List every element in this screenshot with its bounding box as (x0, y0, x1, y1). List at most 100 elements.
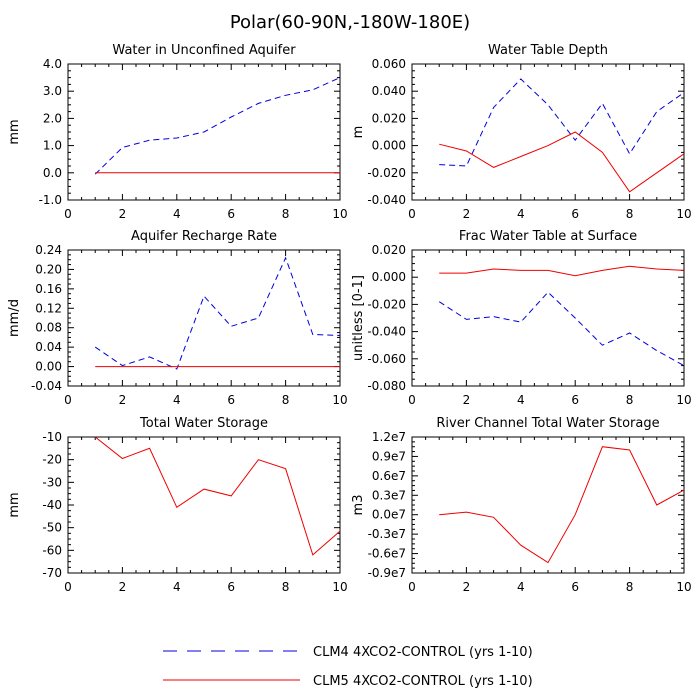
x-tick-label: 4 (517, 207, 525, 221)
clm5-series-line (439, 131, 685, 193)
panel-3: Aquifer Recharge Rate mm/d 0 2 4 6 8 10 -0.04 0.0… (7, 229, 348, 407)
y-axis-label: m3 (351, 495, 366, 516)
x-tick-label: 0 (64, 393, 72, 407)
y-tick-label: -0.080 (367, 379, 406, 393)
x-tick-label: 10 (332, 207, 347, 221)
y-tick-label: -70 (42, 566, 62, 580)
x-tick-label: 10 (332, 580, 347, 594)
y-tick-label: -0.060 (367, 352, 406, 366)
y-tick-label: 0.24 (35, 243, 62, 257)
y-tick-label: -0.020 (367, 297, 406, 311)
panel-title: Water Table Depth (488, 43, 608, 58)
y-tick-label: -0.04 (31, 379, 62, 393)
x-tick-label: 10 (676, 207, 691, 221)
x-tick-label: 8 (282, 207, 290, 221)
x-tick-label: 10 (676, 393, 691, 407)
y-tick-label: 0.04 (35, 340, 62, 354)
panel-1: Water in Unconfined Aquifer mm 0 2 4 6 8 10 -1.0… (7, 43, 348, 221)
panel-title: Total Water Storage (139, 416, 268, 431)
panel-4: Frac Water Table at Surface unitless [0-1… (351, 229, 692, 407)
y-tick-label: -0.9e7 (368, 566, 406, 580)
x-tick-label: 10 (676, 580, 691, 594)
x-tick-label: 4 (517, 393, 525, 407)
legend: CLM4 4XCO2-CONTROL (yrs 1-10) CLM5 4XCO2-… (163, 645, 533, 689)
clm5-series-line (439, 265, 685, 277)
y-axis-label: unitless [0-1] (351, 275, 366, 361)
clm4-series-line (439, 78, 685, 167)
y-tick-label: -50 (42, 521, 62, 535)
clm4-series-line (94, 256, 341, 370)
y-tick-label: 0.020 (372, 111, 406, 125)
panel-2: Water Table Depth m 0 2 4 6 8 10 -0.040 -0.020 0.0… (351, 43, 692, 221)
y-axis-label: m (351, 126, 366, 139)
clm5-series-line (439, 446, 685, 564)
plot-frame (411, 436, 685, 574)
y-tick-label: -1.0 (39, 193, 62, 207)
x-tick-label: 6 (571, 580, 579, 594)
y-tick-label: 0.060 (372, 57, 406, 71)
clm4-series-line (438, 291, 685, 367)
y-tick-label: 0.6e7 (372, 469, 406, 483)
panels: Water in Unconfined Aquifer mm 0 2 4 6 8 10 -1.0… (7, 43, 692, 594)
y-tick-label: 0.000 (372, 270, 406, 284)
x-tick-label: 4 (173, 393, 181, 407)
x-tick-label: 4 (173, 207, 181, 221)
x-tick-label: 0 (64, 207, 72, 221)
x-tick-label: 8 (626, 207, 634, 221)
y-axis-label: mm/d (7, 299, 22, 337)
plot-frame (67, 436, 341, 574)
panel-6: River Channel Total Water Storage m3 0 2 4 6 8… (351, 416, 692, 594)
x-tick-label: 2 (119, 393, 127, 407)
x-tick-label: 8 (626, 580, 634, 594)
panel-5: Total Water Storage mm 0 2 4 6 8 10 -70 -60 -50 -40… (7, 416, 348, 594)
y-tick-label: 0.9e7 (372, 449, 406, 463)
x-tick-label: 2 (119, 580, 127, 594)
y-tick-label: -10 (42, 430, 62, 444)
y-tick-label: -30 (42, 475, 62, 489)
x-tick-label: 6 (571, 207, 579, 221)
y-tick-label: -0.3e7 (368, 527, 406, 541)
x-tick-label: 2 (463, 393, 471, 407)
x-tick-label: 4 (517, 580, 525, 594)
y-tick-label: 2.0 (43, 111, 62, 125)
y-axis-label: mm (7, 492, 22, 517)
y-tick-label: -0.6e7 (368, 547, 406, 561)
y-tick-label: -0.040 (367, 193, 406, 207)
panel-title: River Channel Total Water Storage (436, 416, 659, 431)
x-tick-label: 0 (408, 580, 416, 594)
x-tick-label: 6 (571, 393, 579, 407)
y-tick-label: 0.040 (372, 84, 406, 98)
x-tick-label: 0 (408, 393, 416, 407)
y-tick-label: 0.00 (35, 360, 62, 374)
panel-title: Frac Water Table at Surface (459, 229, 637, 244)
y-tick-label: 1.0 (43, 139, 62, 153)
clm5-series-line (94, 436, 341, 556)
y-tick-label: -60 (42, 543, 62, 557)
x-tick-label: 2 (463, 207, 471, 221)
x-tick-label: 8 (626, 393, 634, 407)
y-tick-label: 1.2e7 (372, 430, 406, 444)
y-axis-label: mm (7, 119, 22, 144)
y-tick-label: 3.0 (43, 84, 62, 98)
plot-frame (67, 249, 341, 387)
y-tick-label: 0.16 (35, 282, 62, 296)
y-tick-label: 0.08 (35, 321, 62, 335)
x-tick-label: 8 (282, 393, 290, 407)
x-tick-label: 6 (227, 207, 235, 221)
clm4-series-line (94, 77, 341, 175)
x-tick-label: 2 (463, 580, 471, 594)
panel-title: Aquifer Recharge Rate (131, 229, 277, 244)
x-tick-label: 6 (227, 393, 235, 407)
figure-title: Polar(60-90N,-180W-180E) (230, 12, 470, 33)
y-tick-label: -0.040 (367, 325, 406, 339)
x-tick-label: 4 (173, 580, 181, 594)
y-tick-label: 0.000 (372, 139, 406, 153)
x-tick-label: 10 (332, 393, 347, 407)
y-tick-label: 0.0e7 (372, 508, 406, 522)
legend-label-1: CLM4 4XCO2-CONTROL (yrs 1-10) (313, 645, 533, 660)
y-tick-label: 0.0 (43, 166, 62, 180)
y-tick-label: 0.020 (372, 243, 406, 257)
y-tick-label: 0.3e7 (372, 488, 406, 502)
x-tick-label: 2 (119, 207, 127, 221)
